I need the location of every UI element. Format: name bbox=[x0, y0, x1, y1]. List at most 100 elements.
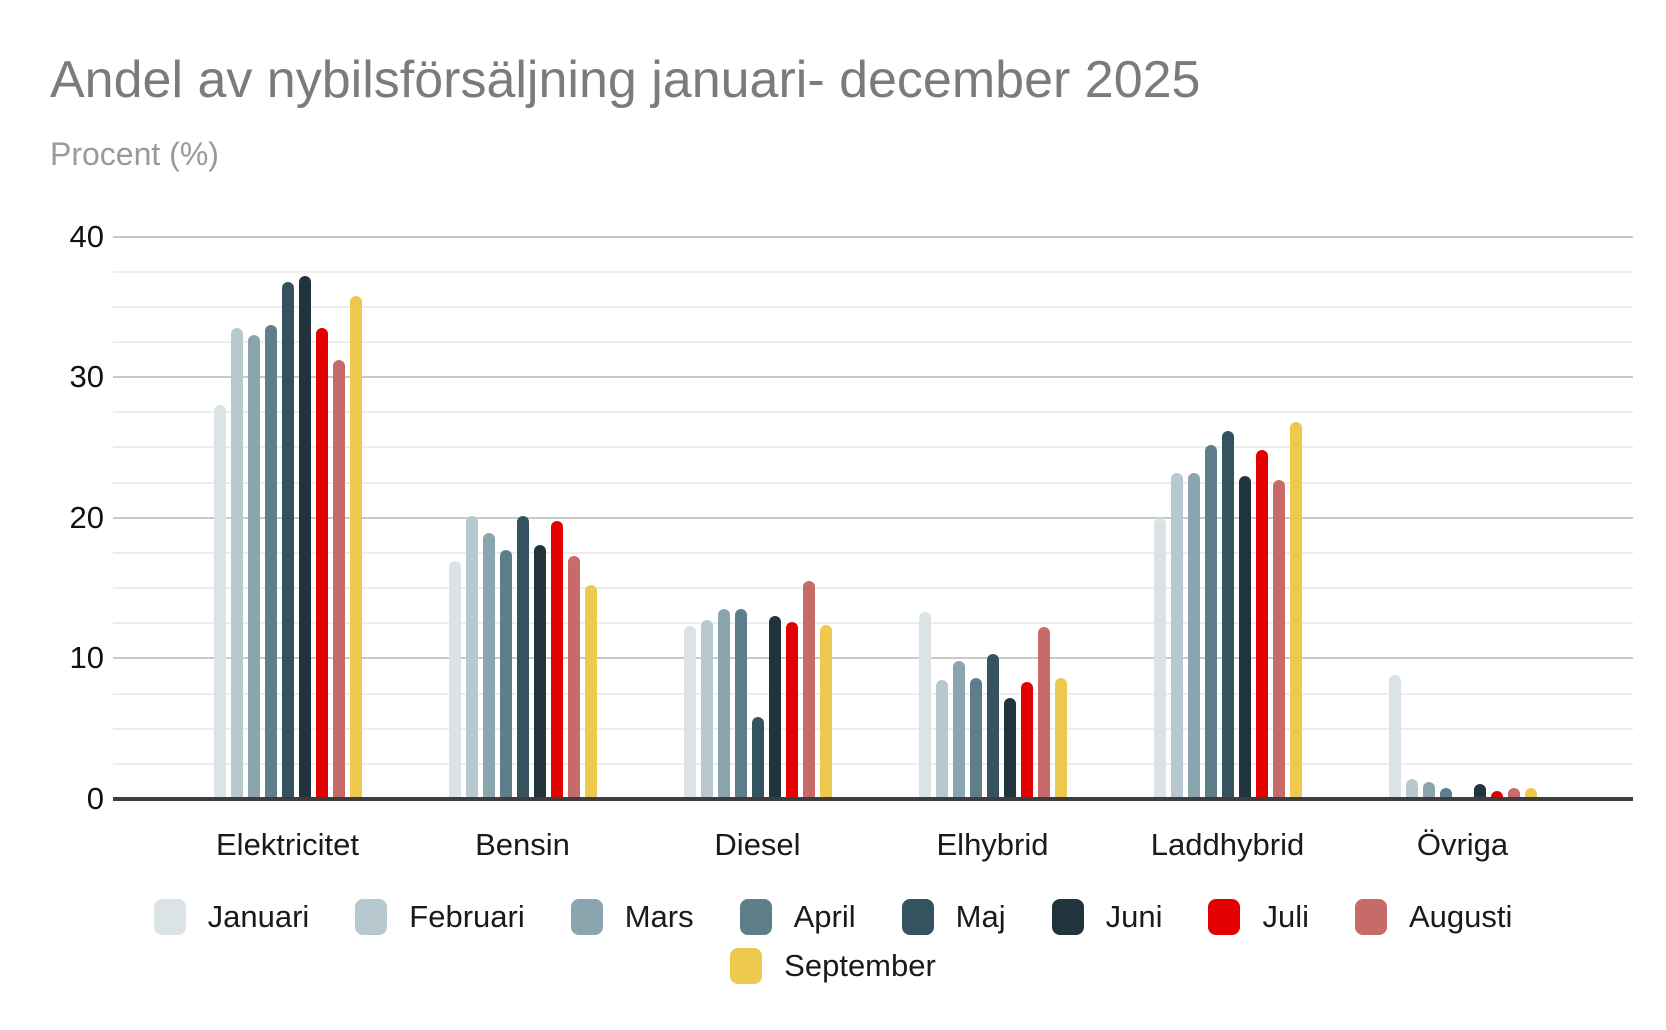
bar-maj-diesel bbox=[751, 717, 764, 799]
bar-augusti-bensin bbox=[567, 555, 580, 799]
legend-item-augusti: Augusti bbox=[1354, 899, 1513, 935]
legend-swatch-icon bbox=[153, 899, 186, 935]
minor-gridline bbox=[113, 692, 1633, 695]
bar-mars-diesel bbox=[717, 609, 730, 799]
legend-swatch-icon bbox=[739, 899, 772, 935]
bar-september-laddhybrid bbox=[1289, 422, 1302, 799]
legend-item-juni: Juni bbox=[1051, 899, 1163, 935]
minor-gridline bbox=[113, 551, 1633, 554]
x-axis-baseline bbox=[113, 797, 1633, 801]
chart-title: Andel av nybilsförsäljning januari- dece… bbox=[50, 51, 1201, 109]
bar-april-bensin bbox=[499, 550, 512, 799]
bar-januari-laddhybrid bbox=[1153, 517, 1166, 799]
bar-februari-övriga bbox=[1405, 779, 1418, 799]
bar-juni-laddhybrid bbox=[1238, 475, 1251, 799]
minor-gridline bbox=[113, 270, 1633, 273]
minor-gridline bbox=[113, 481, 1633, 484]
legend-row-2: September bbox=[0, 948, 1666, 984]
bar-april-elektricitet bbox=[264, 325, 277, 799]
bar-mars-elektricitet bbox=[247, 334, 260, 799]
bar-februari-elektricitet bbox=[230, 327, 243, 799]
minor-gridline bbox=[113, 622, 1633, 625]
chart-subtitle: Procent (%) bbox=[50, 136, 219, 172]
bar-februari-bensin bbox=[465, 516, 478, 799]
bar-maj-elhybrid bbox=[986, 654, 999, 799]
major-gridline bbox=[113, 657, 1633, 660]
bar-april-övriga bbox=[1439, 787, 1452, 799]
bar-juli-övriga bbox=[1490, 790, 1503, 799]
legend-label: Juni bbox=[1105, 899, 1163, 934]
bar-januari-diesel bbox=[683, 626, 696, 799]
bar-group-övriga bbox=[1388, 237, 1537, 799]
legend-item-april: April bbox=[739, 899, 856, 935]
bar-september-bensin bbox=[584, 585, 597, 799]
y-axis-tick-label: 10 bbox=[69, 640, 104, 676]
bar-augusti-diesel bbox=[802, 581, 815, 799]
legend-swatch-icon bbox=[1354, 899, 1387, 935]
bar-maj-elektricitet bbox=[281, 281, 294, 799]
bar-group-elhybrid bbox=[918, 237, 1067, 799]
legend-label: Februari bbox=[409, 899, 525, 934]
bar-juni-diesel bbox=[768, 616, 781, 799]
y-axis-tick-label: 40 bbox=[69, 218, 104, 254]
bar-september-övriga bbox=[1524, 787, 1537, 799]
legend-item-februari: Februari bbox=[355, 899, 525, 935]
bar-september-elektricitet bbox=[349, 295, 362, 799]
bar-februari-laddhybrid bbox=[1170, 472, 1183, 799]
bar-group-bensin bbox=[448, 237, 597, 799]
legend-row-1: Januari Februari Mars April Maj Juni Juli Augus… bbox=[0, 899, 1666, 935]
bar-april-diesel bbox=[734, 609, 747, 799]
minor-gridline bbox=[113, 305, 1633, 308]
legend-item-juli: Juli bbox=[1208, 899, 1309, 935]
bar-augusti-elhybrid bbox=[1037, 627, 1050, 799]
bar-juli-diesel bbox=[785, 621, 798, 799]
bar-maj-bensin bbox=[516, 516, 529, 799]
bar-januari-elektricitet bbox=[213, 405, 226, 799]
x-axis-category-label: Bensin bbox=[475, 827, 570, 862]
bar-april-elhybrid bbox=[969, 678, 982, 799]
minor-gridline bbox=[113, 340, 1633, 343]
bar-juni-elektricitet bbox=[298, 275, 311, 799]
minor-gridline bbox=[113, 446, 1633, 449]
bar-februari-diesel bbox=[700, 620, 713, 799]
bar-januari-övriga bbox=[1388, 675, 1401, 799]
bar-januari-elhybrid bbox=[918, 612, 931, 799]
bar-group-diesel bbox=[683, 237, 832, 799]
bar-augusti-övriga bbox=[1507, 787, 1520, 799]
legend-item-januari: Januari bbox=[153, 899, 310, 935]
legend-item-mars: Mars bbox=[570, 899, 694, 935]
bar-augusti-laddhybrid bbox=[1272, 479, 1285, 799]
legend-swatch-icon bbox=[730, 948, 763, 984]
bar-juli-bensin bbox=[550, 520, 563, 799]
bar-mars-laddhybrid bbox=[1187, 472, 1200, 799]
legend-swatch-icon bbox=[355, 899, 388, 935]
bar-group-laddhybrid bbox=[1153, 237, 1302, 799]
bar-april-laddhybrid bbox=[1204, 444, 1217, 799]
bar-juli-elektricitet bbox=[315, 327, 328, 799]
x-axis-category-label: Diesel bbox=[714, 827, 801, 862]
y-axis-tick-label: 20 bbox=[69, 499, 104, 535]
y-axis-tick-label: 0 bbox=[86, 781, 104, 816]
legend-label: September bbox=[784, 948, 936, 983]
minor-gridline bbox=[113, 411, 1633, 414]
legend-label: Augusti bbox=[1408, 899, 1513, 934]
legend-label: April bbox=[793, 899, 856, 934]
minor-gridline bbox=[113, 727, 1633, 730]
bar-mars-övriga bbox=[1422, 782, 1435, 799]
bar-februari-elhybrid bbox=[935, 679, 948, 799]
bar-juni-bensin bbox=[533, 544, 546, 799]
major-gridline bbox=[113, 235, 1633, 238]
legend-swatch-icon bbox=[1051, 899, 1084, 935]
legend-label: Mars bbox=[624, 899, 694, 934]
y-axis-tick-label: 30 bbox=[69, 359, 104, 395]
minor-gridline bbox=[113, 762, 1633, 765]
x-axis-category-label: Elektricitet bbox=[216, 827, 359, 862]
x-axis-category-label: Elhybrid bbox=[936, 827, 1049, 862]
legend-label: Juli bbox=[1262, 899, 1309, 934]
legend-label: Januari bbox=[207, 899, 310, 934]
major-gridline bbox=[113, 516, 1633, 519]
minor-gridline bbox=[113, 587, 1633, 590]
legend-swatch-icon bbox=[570, 899, 603, 935]
bar-group-elektricitet bbox=[213, 237, 362, 799]
